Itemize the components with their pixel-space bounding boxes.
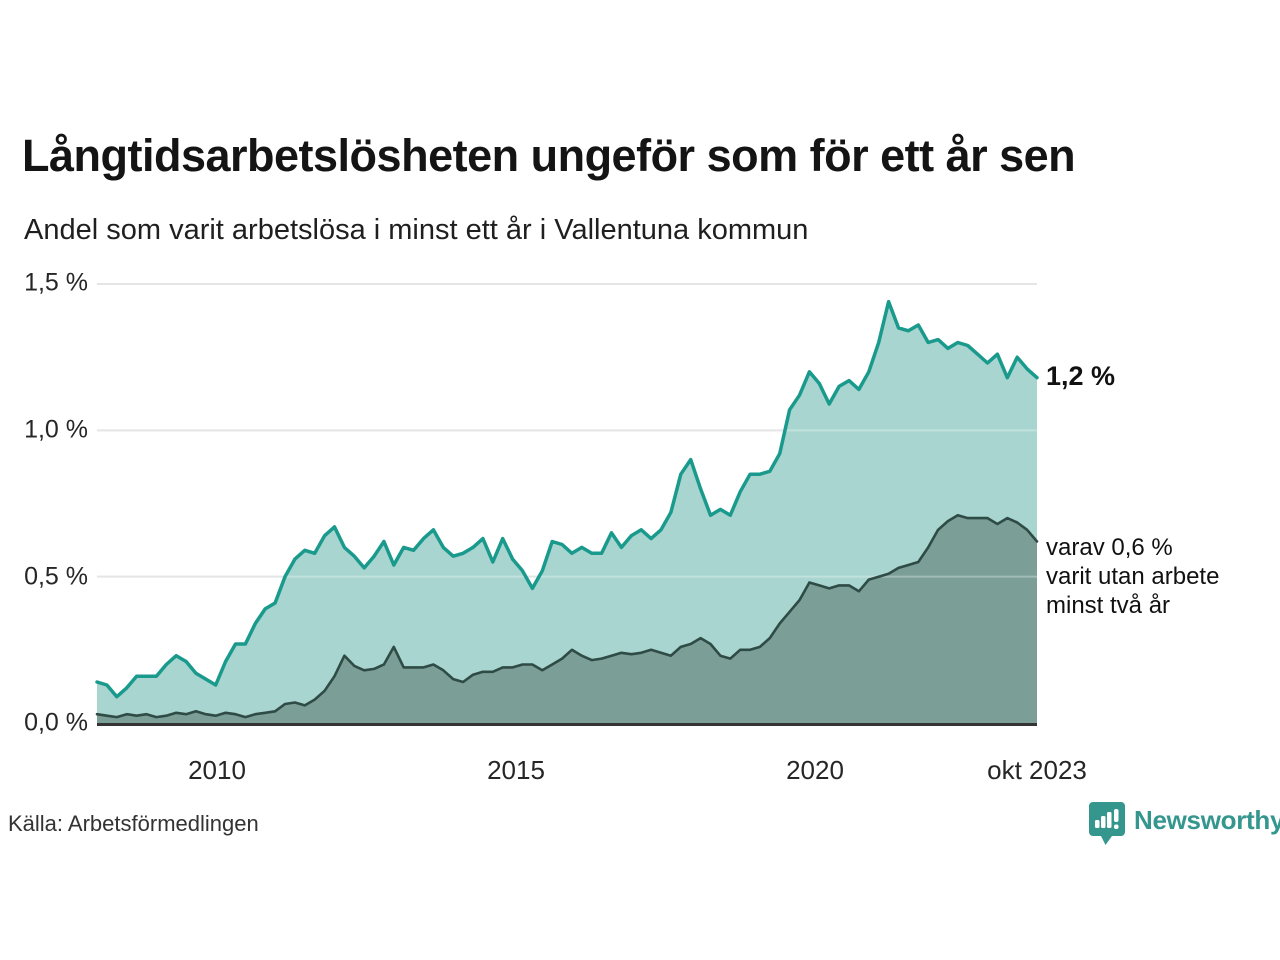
page-title: Långtidsarbetslösheten ungeför som för e…	[22, 130, 1076, 181]
source-note: Källa: Arbetsförmedlingen	[8, 811, 259, 836]
secondary-annotation-line-3: minst två år	[1046, 592, 1171, 619]
secondary-value-annotation: varav 0,6 % varit utan arbete minst två …	[1046, 533, 1219, 620]
series-line-1	[95, 513, 1039, 719]
secondary-annotation-line-2: varit utan arbete	[1046, 563, 1220, 590]
y-axis-tick-label-10: 1,0 %	[24, 415, 88, 444]
x-axis-tick-label-okt-2023: okt 2023	[987, 755, 1087, 785]
series-area-1	[97, 515, 1037, 723]
latest-value-annotation: 1,2 %	[1046, 361, 1116, 391]
series-line-0	[95, 299, 1039, 699]
secondary-annotation-line-1: varav 0,6 %	[1046, 534, 1173, 561]
newsworthy-logo: Newsworthy	[1088, 801, 1280, 847]
page-subtitle: Andel som varit arbetslösa i minst ett å…	[24, 214, 809, 246]
x-axis-tick-label-2015: 2015	[487, 755, 545, 785]
y-axis-tick-label-05: 0,5 %	[24, 562, 88, 591]
newsworthy-logo-icon	[1089, 802, 1125, 845]
y-axis-tick-label-0: 0,0 %	[24, 708, 88, 737]
x-axis-tick-label-2020: 2020	[786, 755, 844, 785]
newsworthy-wordmark: Newsworthy	[1134, 805, 1280, 835]
x-axis-tick-label-2010: 2010	[188, 755, 246, 785]
y-axis-tick-label-15: 1,5 %	[24, 268, 88, 297]
